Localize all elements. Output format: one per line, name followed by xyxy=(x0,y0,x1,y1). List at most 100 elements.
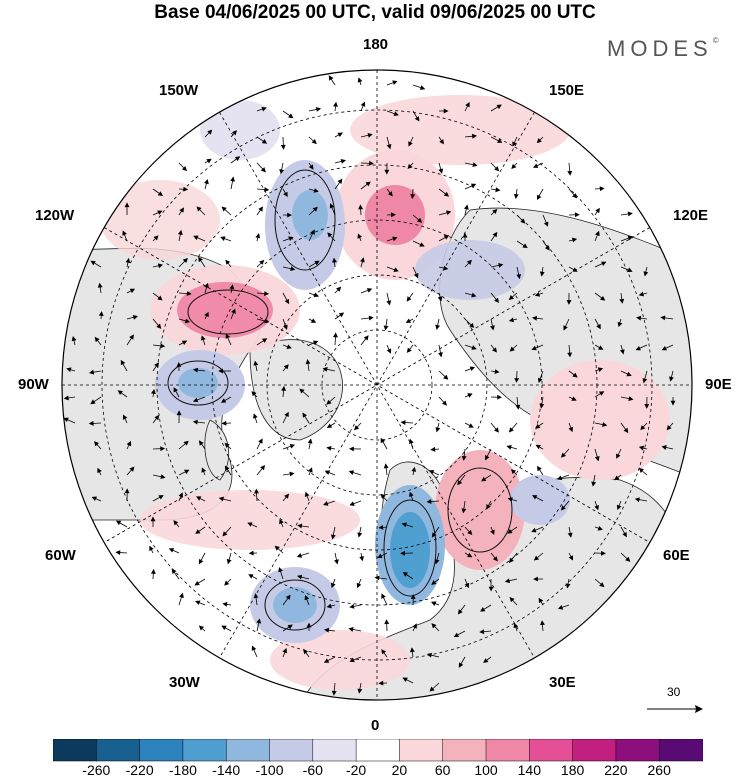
wind-vector-head xyxy=(402,677,408,682)
wind-vector-head xyxy=(324,470,331,475)
wind-vector-head xyxy=(617,321,623,328)
wind-vector-head xyxy=(602,422,608,427)
wind-vector-head xyxy=(642,378,648,384)
lon-label-120e: 120E xyxy=(673,207,709,224)
wind-vector-head xyxy=(278,567,283,573)
wind-vector-head xyxy=(494,166,500,172)
wind-vector-head xyxy=(467,552,473,558)
wind-vector-head xyxy=(193,367,199,373)
colorbar-tick-label: -180 xyxy=(168,762,197,778)
wind-vector-head xyxy=(220,236,226,241)
wind-vector-head xyxy=(431,580,437,585)
wind-vector-head xyxy=(150,389,156,395)
wind-vector-head xyxy=(149,545,154,552)
colorbar-tick-label: -220 xyxy=(125,762,154,778)
wind-vector-head xyxy=(492,231,498,238)
wind-vector-head xyxy=(359,556,365,562)
wind-vector-head xyxy=(494,427,499,433)
wind-vector-head xyxy=(94,441,99,447)
wind-vector-head xyxy=(158,495,164,500)
colorbar-tick-label: -60 xyxy=(302,762,323,778)
colorbar-swatch xyxy=(399,739,444,762)
wind-vector-head xyxy=(129,288,136,294)
wind-vector-head xyxy=(222,601,228,607)
wind-vector-head xyxy=(122,414,128,420)
wind-vector-head xyxy=(437,296,443,302)
wind-vector-head xyxy=(231,308,236,314)
wind-vector-head xyxy=(88,420,94,426)
wind-vector-head xyxy=(126,440,132,447)
colorbar-swatch xyxy=(615,739,660,762)
wind-vector-head xyxy=(533,555,540,561)
wind-vector-head xyxy=(258,438,263,444)
wind-vector-head xyxy=(181,166,188,172)
wind-vector-head xyxy=(154,414,160,421)
wind-vector-head xyxy=(497,138,503,143)
wind-vector-head xyxy=(280,144,286,150)
wind-vector-head xyxy=(331,582,336,589)
wind-vector-head xyxy=(206,158,212,164)
colorbar-swatch xyxy=(658,739,703,762)
wind-vector-head xyxy=(326,399,332,405)
wind-vector-head xyxy=(597,367,604,373)
colorbar-tick-label: 20 xyxy=(391,762,408,778)
wind-vector-head xyxy=(406,296,412,302)
wind-vector-head xyxy=(601,261,607,266)
contour-nw-canada xyxy=(187,289,269,335)
negative-anomaly-hudson-core xyxy=(178,368,218,398)
wind-vector-head xyxy=(255,233,261,239)
wind-vector-head xyxy=(533,576,539,582)
wind-vector-head xyxy=(153,235,159,241)
wind-vector-head xyxy=(225,333,231,339)
wind-vector-head xyxy=(643,271,649,277)
wind-vector-head xyxy=(349,446,354,452)
lon-label-0: 0 xyxy=(371,717,380,734)
wind-vector-head xyxy=(222,531,228,537)
wind-vector-head xyxy=(568,555,573,561)
wind-vector-head xyxy=(315,107,322,112)
wind-vector-head xyxy=(466,259,472,265)
wind-vector-head xyxy=(400,420,406,425)
wind-vector-head xyxy=(537,465,542,472)
wind-vector-head xyxy=(194,580,200,586)
wind-vector-head xyxy=(532,315,538,321)
wind-vector-head xyxy=(566,300,572,305)
wind-vector-head xyxy=(410,594,416,600)
colorbar-swatch xyxy=(96,739,141,762)
wind-vector-head xyxy=(98,311,104,317)
wind-vector-head xyxy=(438,352,443,358)
wind-vector-head xyxy=(571,237,578,243)
wind-vector-head xyxy=(248,574,254,579)
wind-vector-head xyxy=(471,292,477,298)
colorbar-swatch xyxy=(225,739,271,762)
wind-vector-head xyxy=(625,556,631,562)
wind-vector-head xyxy=(392,80,398,86)
wind-vector-head xyxy=(669,376,674,382)
colorbar-swatch xyxy=(529,739,574,762)
wind-vector-head xyxy=(494,369,500,374)
wind-vector-head xyxy=(467,529,473,536)
wind-vector-head xyxy=(224,442,230,448)
wind-vector-head xyxy=(195,600,201,606)
wind-vector-head xyxy=(231,130,237,136)
wind-vector-head xyxy=(443,235,450,240)
wind-vector-head xyxy=(248,550,254,556)
wind-vector-head xyxy=(326,603,332,609)
wind-vector-head xyxy=(489,325,495,331)
wind-vector-head xyxy=(419,242,425,247)
colorbar-swatch xyxy=(355,739,401,762)
wind-vector-head xyxy=(623,427,629,434)
colorbar-tick-label: -140 xyxy=(212,762,241,778)
positive-anomaly-europe xyxy=(270,630,410,690)
wind-vector-head xyxy=(543,221,549,227)
wind-vector-head xyxy=(283,324,288,330)
wind-vector-head xyxy=(349,501,355,506)
wind-vector-head xyxy=(193,235,199,241)
wind-vector-head xyxy=(516,273,522,280)
wind-vector-head xyxy=(297,523,303,529)
wind-vector-head xyxy=(572,193,578,199)
wind-vector-head xyxy=(157,210,163,215)
wind-vector-head xyxy=(461,455,467,461)
wind-vector-head xyxy=(556,475,563,481)
wind-vector-head xyxy=(221,625,227,631)
